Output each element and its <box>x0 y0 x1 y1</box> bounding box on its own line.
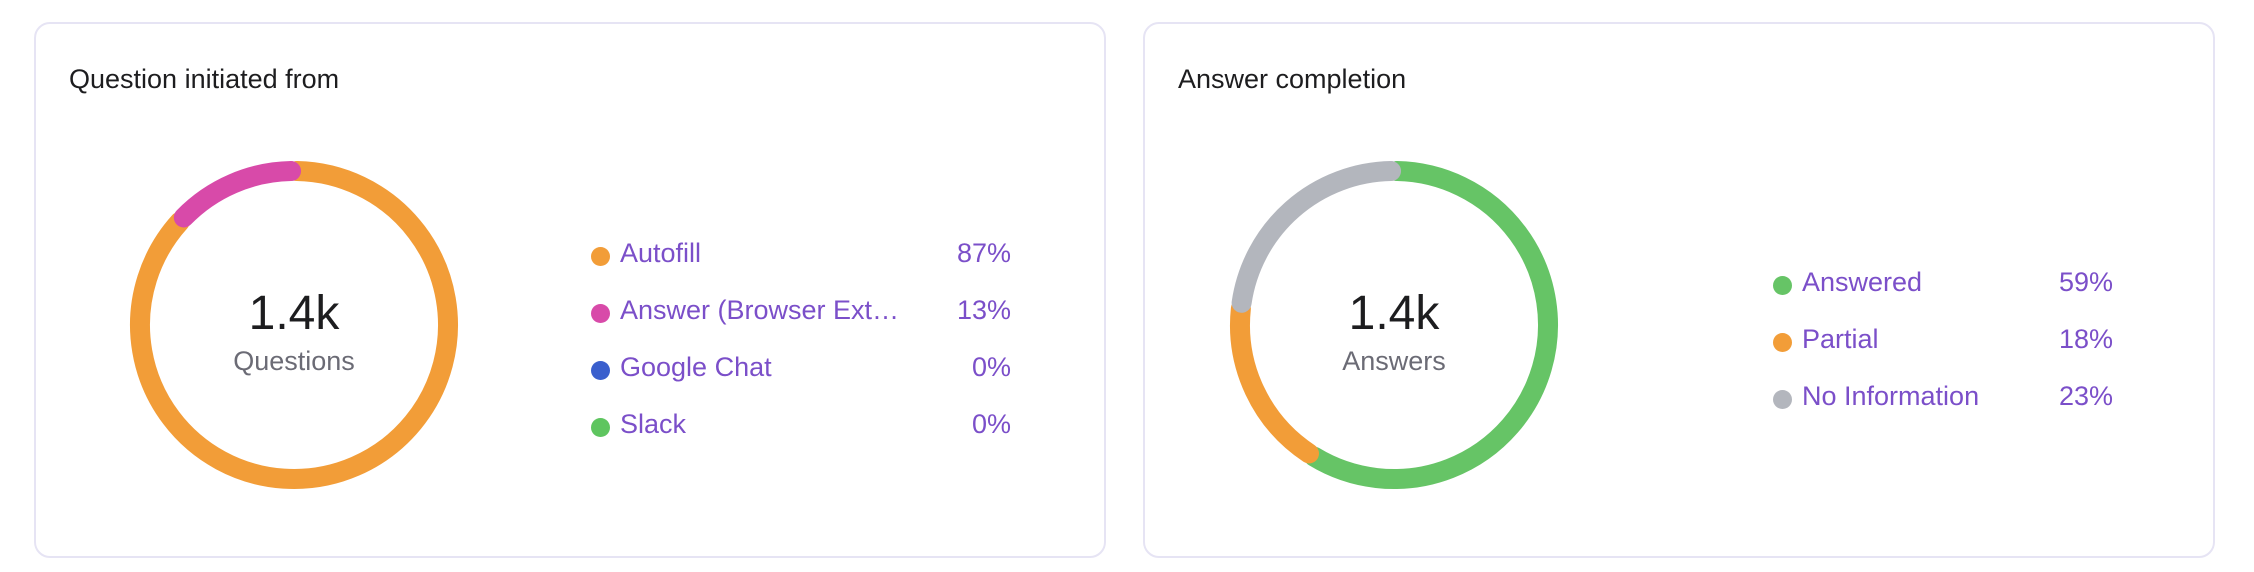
donut-segment-partial[interactable] <box>1230 298 1320 464</box>
legend-label: No Information <box>1802 381 1980 411</box>
donut-center-label: Answers <box>1342 346 1446 376</box>
legend-dot-icon <box>591 304 610 323</box>
legend-value: 18% <box>2058 324 2113 354</box>
legend-dot-icon <box>1773 390 1792 409</box>
legend-item[interactable]: Autofill 87% <box>591 236 1011 276</box>
donut-segment-answered[interactable] <box>1303 161 1558 489</box>
legend-value: 0% <box>971 409 1011 439</box>
legend-dot-icon <box>591 418 610 437</box>
answer-completion-donut-chart <box>1230 161 1558 489</box>
legend-label: Partial <box>1802 324 1879 354</box>
legend-label: Answered <box>1802 267 1923 297</box>
card-title: Answer completion <box>1178 64 1407 94</box>
legend-item[interactable]: Partial 18% <box>1773 322 2113 362</box>
donut-center-value: 1.4k <box>1348 287 1440 340</box>
legend-value: 87% <box>956 238 1011 268</box>
legend-label: Answer (Browser Ext… <box>620 295 900 325</box>
donut-center-value: 1.4k <box>248 287 340 340</box>
legend-label: Slack <box>620 409 687 439</box>
legend-value: 59% <box>2058 267 2113 297</box>
legend-value: 0% <box>971 352 1011 382</box>
legend-item[interactable]: No Information 23% <box>1773 379 2113 419</box>
legend-label: Autofill <box>620 238 702 268</box>
legend-dot-icon <box>1773 276 1792 295</box>
legend-dot-icon <box>591 361 610 380</box>
legend-dot-icon <box>591 247 610 266</box>
card-title: Question initiated from <box>69 64 340 94</box>
legend-item[interactable]: Slack 0% <box>591 407 1011 447</box>
answer-completion-card: Answer completion 1.4k Answers Answered … <box>1143 22 2215 558</box>
donut-center-label: Questions <box>233 346 355 376</box>
donut-segment-no-information[interactable] <box>1231 161 1402 313</box>
question-source-card: Question initiated from 1.4k Questions A… <box>34 22 1106 558</box>
legend-value: 23% <box>2058 381 2113 411</box>
legend-item[interactable]: Answered 59% <box>1773 265 2113 305</box>
question-source-donut-chart <box>130 161 458 489</box>
legend-dot-icon <box>1773 333 1792 352</box>
legend-item[interactable]: Google Chat 0% <box>591 350 1011 390</box>
donut-segment-answer-browser-ext[interactable] <box>173 161 302 228</box>
donut-segment-autofill[interactable] <box>130 161 458 489</box>
legend-label: Google Chat <box>620 352 772 382</box>
legend-item[interactable]: Answer (Browser Ext… 13% <box>591 293 1011 333</box>
legend-value: 13% <box>956 295 1011 325</box>
